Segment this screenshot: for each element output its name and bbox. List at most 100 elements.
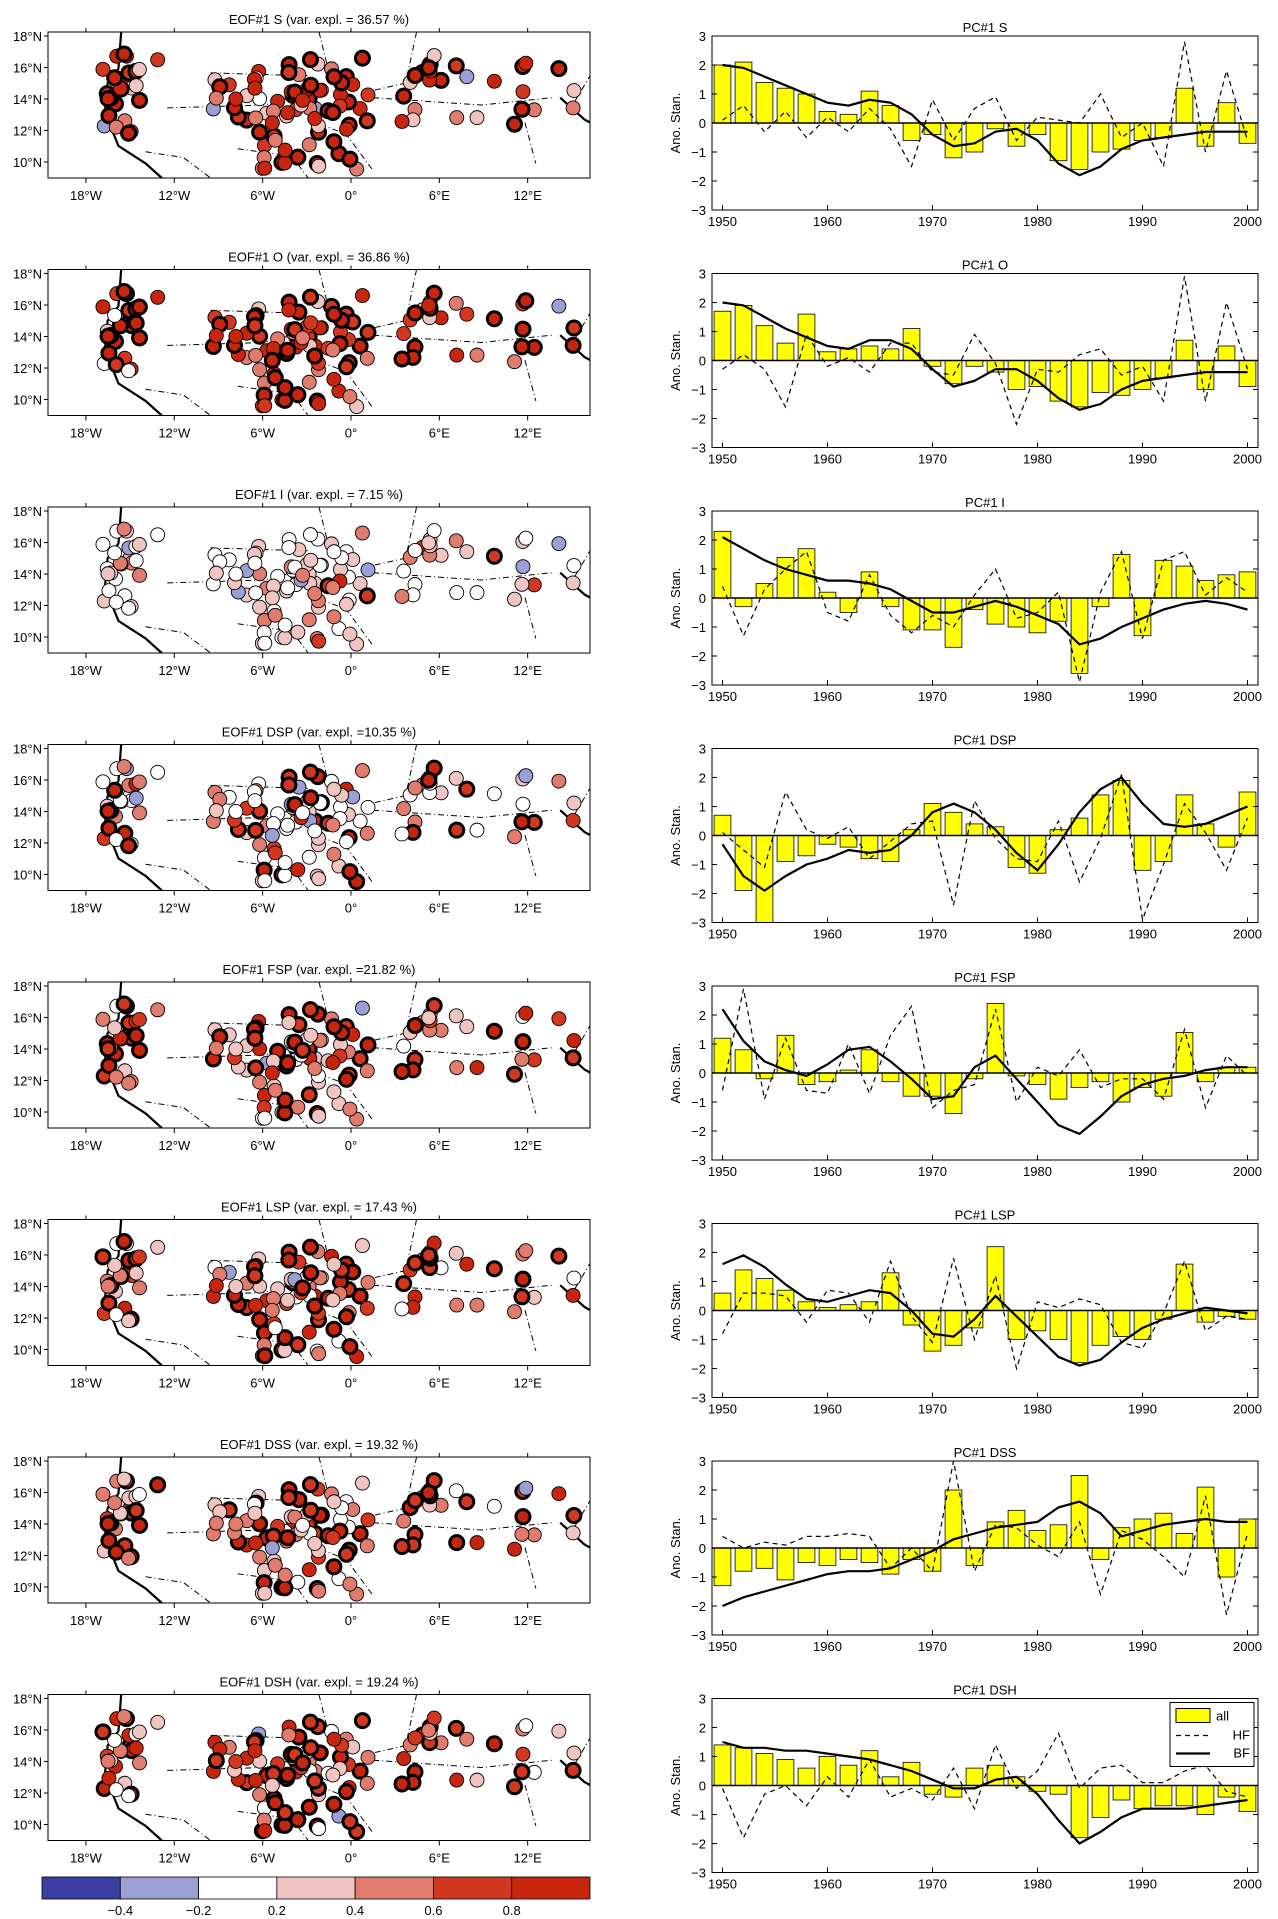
x-tick-label: 1960 xyxy=(813,927,842,942)
pc-bar xyxy=(1196,122,1215,147)
hf-line xyxy=(721,549,1248,683)
border-line xyxy=(145,863,211,891)
eof-map-4: EOF#1 FSP (var. expl. =21.82 %) 18°W 12°W 6… xyxy=(13,962,591,1153)
station-marker xyxy=(131,62,147,77)
lat-tick-label: 12°N xyxy=(13,124,42,139)
station-marker xyxy=(354,525,370,541)
station-marker xyxy=(300,1798,318,1816)
pc-bar xyxy=(1217,102,1236,124)
border-line xyxy=(567,313,591,351)
station-marker xyxy=(565,1525,581,1541)
station-marker xyxy=(248,347,264,363)
station-marker xyxy=(300,1086,318,1104)
station-marker xyxy=(306,1772,324,1790)
pc-bar xyxy=(944,811,963,836)
station-marker xyxy=(514,1270,532,1288)
border-line xyxy=(567,1500,591,1538)
station-marker xyxy=(100,107,118,125)
station-marker xyxy=(469,1772,485,1788)
lon-tick-label: 6°W xyxy=(250,1851,275,1866)
station-marker xyxy=(526,1527,542,1543)
lat-tick-label: 18°N xyxy=(13,504,42,519)
station-marker xyxy=(353,1712,371,1730)
station-marker xyxy=(425,284,443,302)
station-marker xyxy=(469,110,485,126)
pc-bar xyxy=(881,1072,900,1083)
pc-bar xyxy=(965,1547,984,1566)
station-marker xyxy=(150,1002,166,1018)
pc-bar xyxy=(1028,835,1047,874)
y-tick-label: −1 xyxy=(691,1808,706,1823)
station-marker xyxy=(354,1475,370,1491)
station-marker xyxy=(396,1751,412,1767)
station-marker xyxy=(341,1813,359,1831)
station-marker xyxy=(267,607,283,623)
station-marker xyxy=(301,1476,319,1494)
lat-tick-label: 18°N xyxy=(13,29,42,44)
bf-line xyxy=(722,301,1248,411)
pc-bar xyxy=(776,1759,795,1786)
x-tick-label: 1950 xyxy=(708,1164,737,1179)
station-marker xyxy=(277,630,293,646)
station-marker xyxy=(303,315,319,331)
border-line xyxy=(145,388,211,416)
pc-bar xyxy=(1070,1475,1089,1549)
pc-bar xyxy=(1112,122,1131,150)
station-marker xyxy=(301,374,317,390)
station-marker xyxy=(421,297,437,313)
station-marker xyxy=(565,100,581,116)
station-marker xyxy=(396,1513,412,1529)
station-marker xyxy=(326,609,342,625)
map-frame xyxy=(47,269,591,416)
lat-tick-label: 16°N xyxy=(13,773,42,788)
station-marker xyxy=(290,624,306,640)
lat-tick-label: 16°N xyxy=(13,536,42,551)
map-frame xyxy=(47,31,591,179)
station-marker xyxy=(551,1723,567,1739)
legend-label-hf: HF xyxy=(1233,1728,1250,1743)
x-tick-label: 1990 xyxy=(1128,452,1157,467)
station-marker xyxy=(131,774,147,790)
lon-tick-label: 18°W xyxy=(70,1851,103,1866)
x-tick-label: 1990 xyxy=(1128,214,1157,229)
station-marker xyxy=(301,1238,319,1256)
station-marker xyxy=(565,812,581,828)
station-marker xyxy=(248,1297,264,1313)
station-marker xyxy=(325,1795,343,1813)
pc-bar xyxy=(1091,1785,1110,1818)
station-marker xyxy=(420,1246,438,1264)
station-marker xyxy=(290,862,306,878)
station-marker xyxy=(301,612,317,628)
station-marker xyxy=(280,776,298,794)
station-marker xyxy=(566,795,582,811)
pc-bar xyxy=(1238,1518,1257,1549)
lat-tick-label: 12°N xyxy=(13,1549,42,1564)
pc-bar xyxy=(797,835,816,857)
border-line xyxy=(318,31,331,76)
station-marker xyxy=(257,398,273,414)
station-marker xyxy=(448,533,464,549)
station-marker xyxy=(100,1532,118,1550)
lon-tick-label: 0° xyxy=(345,1376,357,1391)
hf-line xyxy=(722,1460,1249,1615)
y-tick-label: 1 xyxy=(699,800,706,815)
station-marker xyxy=(150,1239,166,1255)
station-marker xyxy=(326,846,342,862)
pc-bar xyxy=(1175,565,1194,599)
lon-tick-label: 12°W xyxy=(158,1613,191,1628)
lon-tick-label: 0° xyxy=(345,1851,357,1866)
station-marker xyxy=(550,60,568,78)
y-tick-label: 0 xyxy=(699,116,706,131)
pc-bar xyxy=(1091,597,1110,608)
x-tick-label: 1970 xyxy=(918,689,947,704)
station-marker xyxy=(106,781,124,799)
lat-tick-label: 16°N xyxy=(13,1723,42,1738)
x-tick-label: 1960 xyxy=(813,452,842,467)
lon-tick-label: 12°W xyxy=(158,1376,191,1391)
y-tick-label: 2 xyxy=(699,58,706,73)
hf-line xyxy=(722,774,1249,922)
border-line xyxy=(318,1219,331,1264)
pc-bar xyxy=(860,1547,879,1563)
